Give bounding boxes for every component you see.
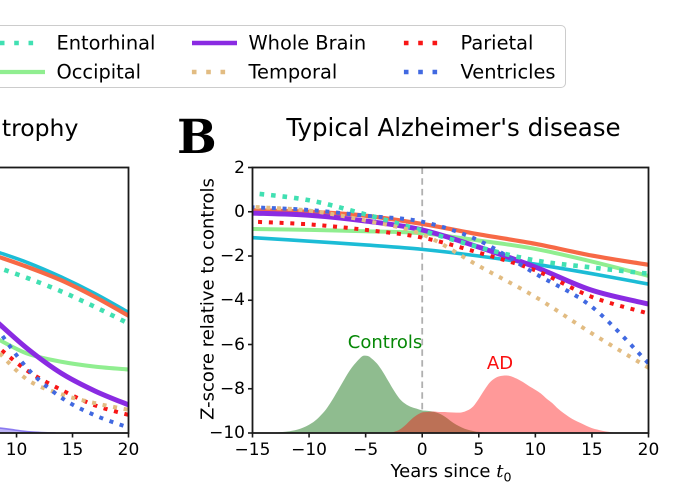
legend-sample-temporal-icon <box>191 60 240 88</box>
x-axis-label-text: Years since <box>390 461 497 482</box>
legend-line-sample-occipital <box>0 69 45 75</box>
x-tick-label: 20 <box>117 440 140 460</box>
x-tick-label: −10 <box>291 440 328 460</box>
x-axis-label-subscript: 0 <box>503 469 512 485</box>
axes-spines <box>251 166 650 434</box>
x-tick-label: 10 <box>5 440 28 460</box>
x-axis-label: Years since t0 <box>390 461 512 485</box>
y-tick-label: −6 <box>219 334 245 355</box>
distribution-patients-a <box>0 428 56 433</box>
x-tick-label: 5 <box>473 440 485 460</box>
legend-line-sample-whole-brain <box>192 40 237 46</box>
x-tick-label: 15 <box>581 440 603 460</box>
ad-annotation: AD <box>486 353 514 374</box>
panel-b-letter: B <box>177 110 217 165</box>
legend: Entorhinal Occipital Whole Brain Tempora… <box>0 25 566 88</box>
legend-item-occipital: Occipital <box>0 60 359 84</box>
x-tick-label: −5 <box>353 440 379 460</box>
x-tick-label: 0 <box>416 440 428 460</box>
x-tick-label: 15 <box>61 440 84 460</box>
legend-item-ventricles: Ventricles <box>403 60 680 84</box>
y-axis-label: Z-score relative to controls <box>197 178 219 420</box>
legend-item-temporal: Temporal <box>191 60 551 84</box>
panel-b-curves <box>252 167 649 433</box>
curve-ventricles <box>252 205 649 367</box>
legend-sample-occipital-icon <box>0 60 46 88</box>
legend-label-occipital: Occipital <box>56 60 142 84</box>
curve-occipital <box>0 338 129 372</box>
curve-entorhinal <box>0 265 129 327</box>
axes-spines <box>0 166 130 434</box>
x-tick-label: 10 <box>524 440 547 460</box>
x-tick-label: 20 <box>637 440 660 460</box>
x-axis-label-variable: t <box>496 461 504 482</box>
legend-line-sample-parietal <box>403 40 452 46</box>
legend-item-whole-brain: Whole Brain <box>191 31 551 55</box>
y-tick-label: 2 <box>234 157 245 178</box>
curve-cyan-solid <box>0 250 129 315</box>
legend-item-entorhinal: Entorhinal <box>0 31 359 55</box>
panel-a-title: atrophy <box>0 114 79 142</box>
y-tick-label: −8 <box>219 378 245 399</box>
panel-a-curves <box>0 250 129 433</box>
distribution-controls <box>269 355 502 433</box>
legend-line-sample-entorhinal <box>0 40 48 46</box>
controls-annotation: Controls <box>347 332 423 353</box>
curve-orange-solid <box>0 255 129 318</box>
curve-whole-brain <box>252 210 649 307</box>
legend-item-parietal: Parietal <box>403 31 680 55</box>
distribution-ad <box>388 375 626 433</box>
legend-line-sample-ventricles <box>403 69 452 75</box>
legend-label-temporal: Temporal <box>248 60 338 84</box>
legend-sample-parietal-icon <box>403 31 452 59</box>
y-tick-label: 0 <box>234 201 245 222</box>
legend-label-whole-brain: Whole Brain <box>248 31 367 55</box>
curve-parietal <box>252 219 649 316</box>
curve-entorhinal <box>252 190 649 277</box>
legend-label-parietal: Parietal <box>460 31 534 55</box>
y-tick-label: −4 <box>219 290 245 311</box>
curve-whole-brain <box>0 321 129 408</box>
curve-orange-solid <box>252 208 649 267</box>
legend-label-entorhinal: Entorhinal <box>56 31 156 55</box>
curve-cyan-solid <box>252 235 649 286</box>
legend-label-ventricles: Ventricles <box>460 60 556 84</box>
panel-b-title: Typical Alzheimer's disease <box>286 113 621 142</box>
curve-temporal <box>0 350 129 412</box>
curve-parietal <box>0 346 129 417</box>
legend-sample-ventricles-icon <box>403 60 452 88</box>
legend-sample-entorhinal-icon <box>0 31 48 59</box>
x-tick-label: −15 <box>234 440 271 460</box>
y-tick-label: −10 <box>209 423 245 443</box>
legend-line-sample-temporal <box>191 69 240 75</box>
y-tick-label: −2 <box>219 246 245 266</box>
legend-sample-whole-brain-icon <box>191 31 238 59</box>
